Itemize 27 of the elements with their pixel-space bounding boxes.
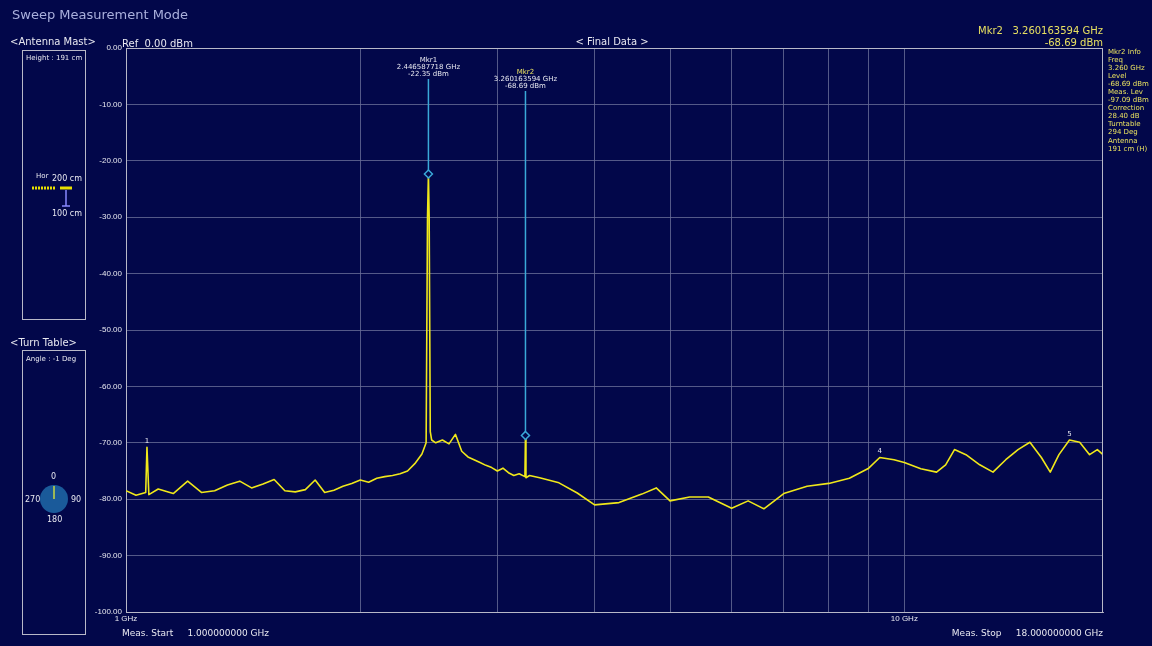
y-tick-label: -40.00 xyxy=(99,268,123,278)
y-tick-label: -60.00 xyxy=(99,381,123,391)
text: 90 xyxy=(71,495,82,505)
y-tick-label: 0.00 xyxy=(106,43,123,53)
text: 270 xyxy=(25,495,41,505)
text: <Antenna Mast> xyxy=(10,36,96,48)
text: < Final Data > xyxy=(574,36,650,48)
text: Meas. Start 1.000000000 GHz xyxy=(122,628,269,639)
y-tick-label: -20.00 xyxy=(99,156,123,165)
y-tick-label: -70.00 xyxy=(99,438,123,447)
y-tick-label: -90.00 xyxy=(99,550,123,560)
text: 180 xyxy=(47,515,63,525)
y-tick-label: -30.00 xyxy=(99,212,123,222)
text: 200 cm xyxy=(52,174,83,184)
text: Meas. Stop 18.000000000 GHz xyxy=(951,628,1103,639)
y-tick-label: -10.00 xyxy=(99,99,123,109)
text: <Turn Table> xyxy=(10,337,77,349)
y-tick-label: -100.00 xyxy=(94,607,123,617)
x-tick-label: 1 GHz xyxy=(114,614,138,623)
chart-title: Sweep Measurement Mode xyxy=(12,7,189,22)
text: 100 cm xyxy=(52,209,83,219)
y-tick-label: -50.00 xyxy=(99,325,123,335)
text: Mkr2 3.260163594 GHz -68.69 dBm xyxy=(978,25,1103,48)
annotation: Ref 0.00 dBm xyxy=(122,38,193,49)
text: 0 xyxy=(51,472,57,482)
y-tick-label: -80.00 xyxy=(99,494,123,504)
x-tick-label: 10 GHz xyxy=(890,614,918,623)
